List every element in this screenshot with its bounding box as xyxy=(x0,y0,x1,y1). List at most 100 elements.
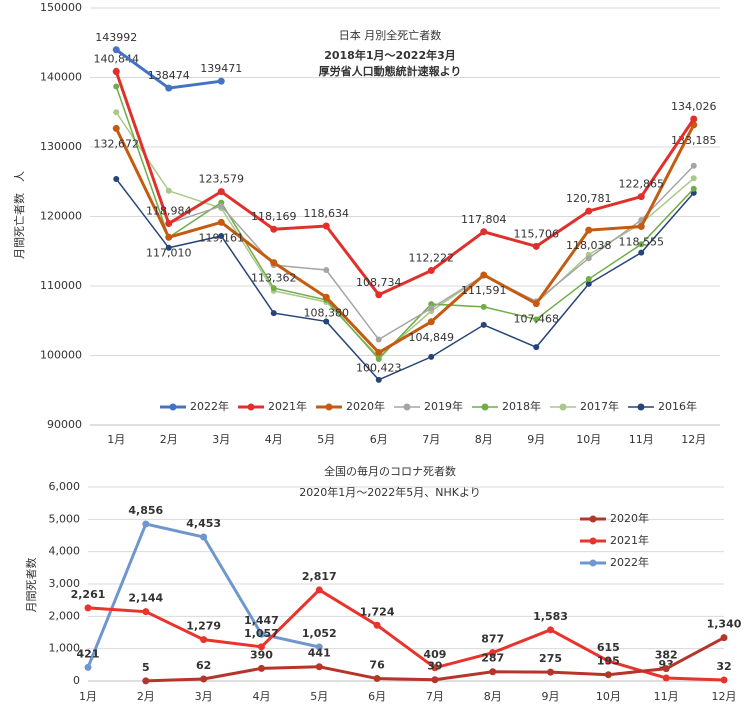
point xyxy=(322,222,330,230)
x-tick-label: 8月 xyxy=(484,690,502,703)
point xyxy=(720,676,728,684)
data-label: 134,026 xyxy=(671,100,717,113)
data-label: 118,169 xyxy=(251,210,297,223)
x-tick-label: 6月 xyxy=(368,690,386,703)
point xyxy=(218,203,225,210)
chart-subtitle: 2020年1月～2022年5月、NHKより xyxy=(299,485,480,499)
point xyxy=(690,175,697,182)
data-label: 275 xyxy=(539,652,562,665)
series-line xyxy=(114,124,696,355)
point xyxy=(638,241,645,248)
data-label: 441 xyxy=(308,647,331,660)
data-label: 2,144 xyxy=(128,592,163,605)
y-tick-label: 120000 xyxy=(40,210,82,223)
data-label: 117,010 xyxy=(146,246,192,259)
data-label: 1,057 xyxy=(244,627,279,640)
point xyxy=(375,355,382,362)
point xyxy=(375,349,383,357)
y-tick-label: 6,000 xyxy=(49,480,81,493)
point xyxy=(637,193,645,201)
data-label: 120,781 xyxy=(566,192,612,205)
point xyxy=(217,218,225,226)
point xyxy=(165,84,173,92)
point xyxy=(431,676,439,684)
legend-marker xyxy=(247,403,255,411)
chart-source: 厚労省人口動態統計速報より xyxy=(319,64,462,78)
data-label: 2,261 xyxy=(71,588,106,601)
data-label: 113,362 xyxy=(251,272,297,285)
x-tick-label: 3月 xyxy=(212,433,230,446)
data-label: 62 xyxy=(196,659,211,672)
data-label: 118,038 xyxy=(566,239,612,252)
data-label: 123,579 xyxy=(199,173,245,186)
data-label: 140,844 xyxy=(94,53,140,66)
point xyxy=(165,187,172,194)
data-label: 1,279 xyxy=(186,620,221,633)
data-label: 100,423 xyxy=(356,362,402,375)
data-label: 32 xyxy=(716,660,731,673)
point xyxy=(322,293,330,301)
point xyxy=(142,677,150,685)
point xyxy=(585,226,593,234)
point xyxy=(257,630,265,638)
series-line xyxy=(115,111,695,358)
series-line xyxy=(87,588,725,682)
x-tick-label: 3月 xyxy=(195,690,213,703)
point xyxy=(257,643,265,651)
point xyxy=(315,586,323,594)
data-label: 1,583 xyxy=(533,610,568,623)
x-tick-label: 1月 xyxy=(79,690,97,703)
legend-label: 2016年 xyxy=(658,399,697,413)
y-tick-label: 4,000 xyxy=(49,545,81,558)
point xyxy=(270,285,277,292)
point xyxy=(720,634,728,642)
point xyxy=(489,649,497,657)
point xyxy=(112,46,120,54)
point xyxy=(427,318,435,326)
point xyxy=(315,663,323,671)
point xyxy=(532,300,540,308)
y-tick-label: 110000 xyxy=(40,279,82,292)
data-label: 390 xyxy=(250,648,273,661)
point xyxy=(165,220,173,228)
y-axis-label: 月間死者数 xyxy=(25,558,38,613)
data-label: 132,672 xyxy=(94,137,140,150)
data-label: 122,865 xyxy=(619,178,665,191)
point xyxy=(431,664,439,672)
x-tick-label: 9月 xyxy=(527,433,545,446)
point xyxy=(200,636,208,644)
legend-marker xyxy=(589,559,597,567)
point xyxy=(112,124,120,132)
legend-marker xyxy=(403,403,411,411)
point xyxy=(637,223,645,231)
point xyxy=(532,242,540,250)
point xyxy=(217,188,225,196)
data-label: 39 xyxy=(427,660,442,673)
x-tick-label: 4月 xyxy=(252,690,270,703)
data-label: 1,724 xyxy=(360,605,395,618)
point xyxy=(585,207,593,215)
data-label: 287 xyxy=(481,652,504,665)
point xyxy=(323,318,330,325)
y-tick-label: 100000 xyxy=(40,349,82,362)
legend-label: 2020年 xyxy=(346,399,385,413)
data-label: 139471 xyxy=(200,62,242,75)
point xyxy=(375,291,383,299)
y-tick-label: 5,000 xyxy=(49,512,81,525)
x-tick-label: 8月 xyxy=(475,433,493,446)
point xyxy=(427,267,435,275)
y-tick-label: 0 xyxy=(73,674,80,687)
data-label: 877 xyxy=(481,633,504,646)
point xyxy=(547,626,555,634)
data-label: 108,380 xyxy=(304,306,350,319)
point xyxy=(112,68,120,76)
point xyxy=(315,643,323,651)
data-label: 118,634 xyxy=(304,207,350,220)
data-label: 409 xyxy=(423,648,446,661)
data-label: 143992 xyxy=(95,31,137,44)
legend-label: 2019年 xyxy=(424,399,463,413)
x-tick-label: 2月 xyxy=(137,690,155,703)
point xyxy=(604,671,612,679)
